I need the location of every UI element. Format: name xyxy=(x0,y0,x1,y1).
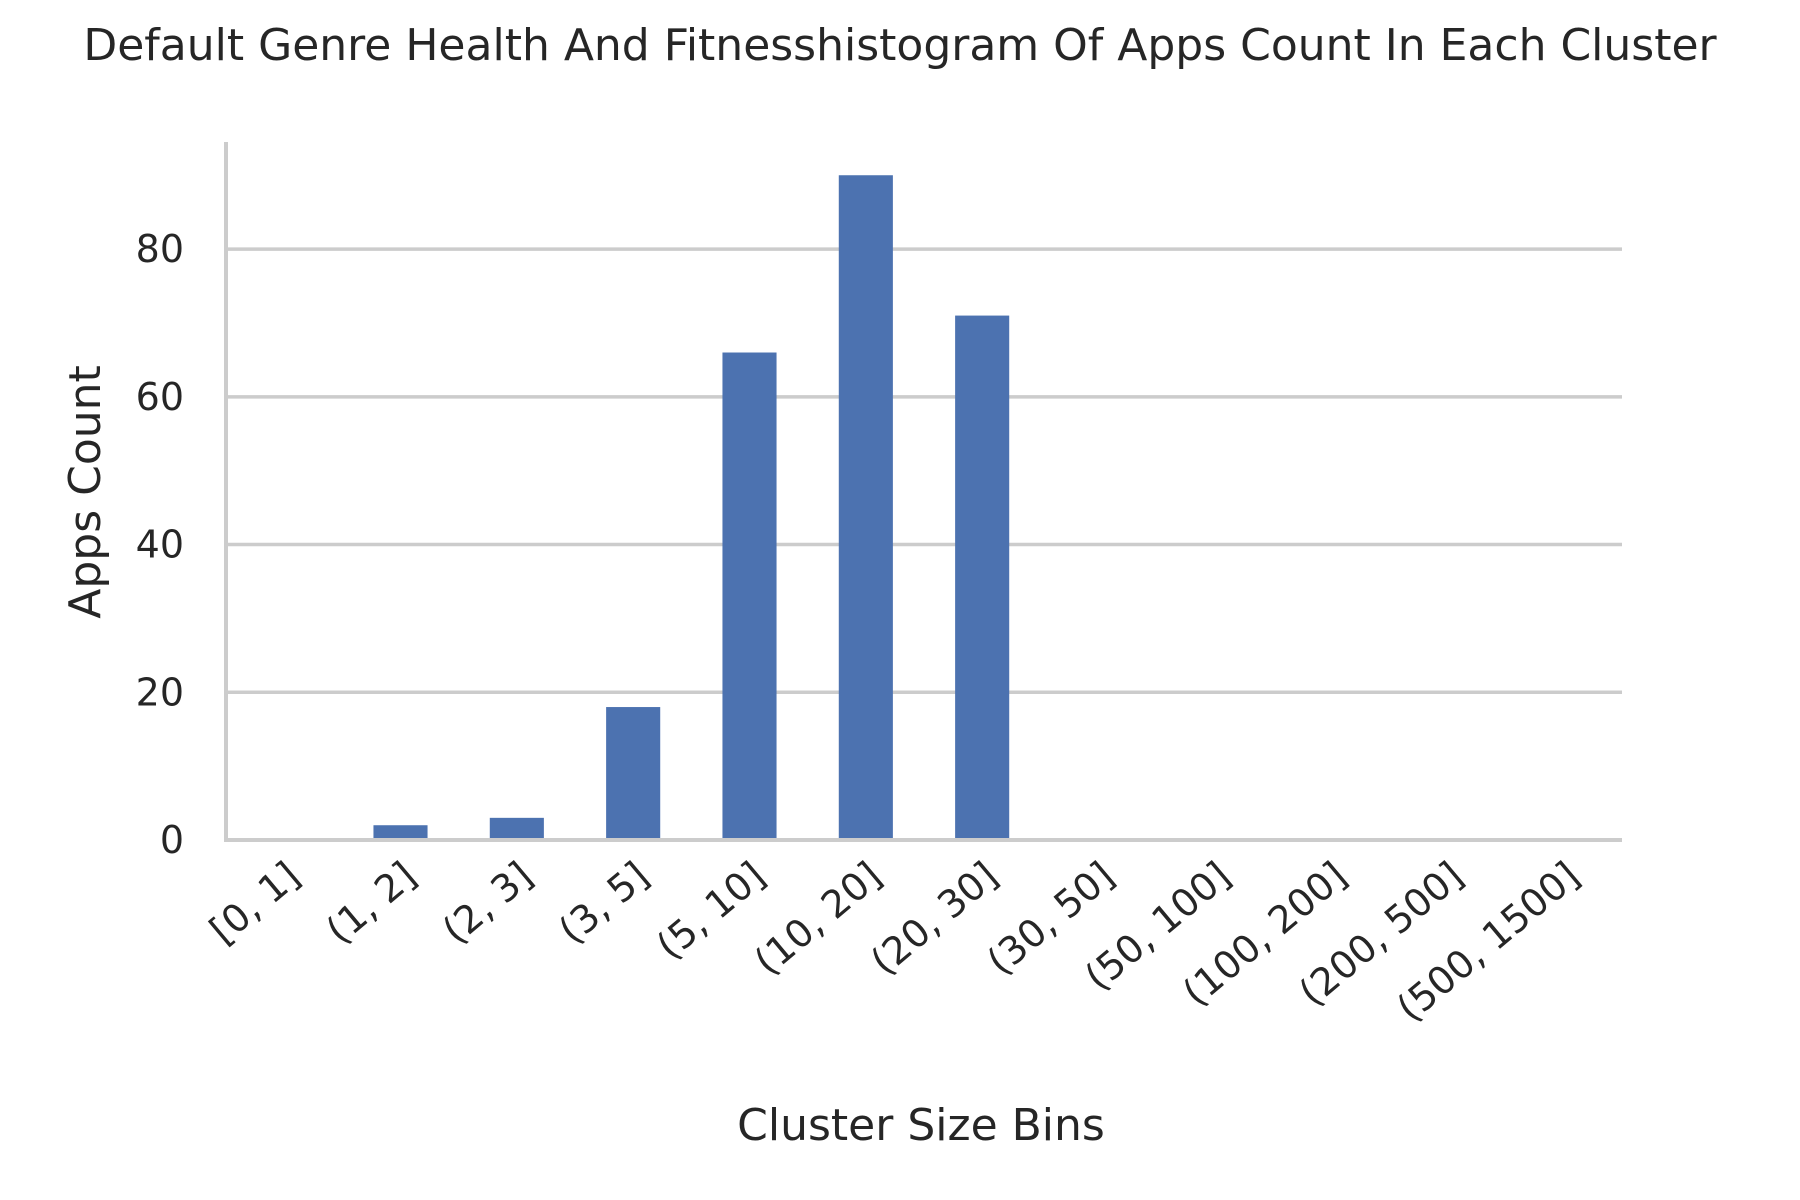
x-tick-label: (2, 3] xyxy=(434,853,541,952)
x-tick-label: [0, 1] xyxy=(201,853,308,952)
y-tick-label: 40 xyxy=(136,523,184,567)
y-tick-label: 60 xyxy=(136,375,184,419)
bar-layer xyxy=(373,175,1010,840)
bar xyxy=(606,707,661,840)
y-tick-labels: 0 20 40 60 80 xyxy=(136,227,184,862)
y-axis-label: Apps Count xyxy=(60,365,111,619)
x-tick-label: (3, 5] xyxy=(550,853,657,952)
x-axis-label: Cluster Size Bins xyxy=(737,1100,1105,1151)
bar xyxy=(838,175,893,840)
chart-title: Default Genre Health And Fitnesshistogra… xyxy=(83,20,1717,71)
grid-layer xyxy=(226,247,1622,695)
bar xyxy=(955,315,1010,840)
x-tick-label: (10, 20] xyxy=(746,853,890,983)
x-tick-labels: [0, 1] (1, 2] (2, 3] (3, 5](5, 10](10, 20](… xyxy=(201,853,1587,1030)
bar xyxy=(722,352,777,840)
bar xyxy=(373,825,428,840)
x-tick-label: (20, 30] xyxy=(862,853,1006,983)
x-tick-label: (1, 2] xyxy=(318,853,425,952)
y-tick-label: 0 xyxy=(160,818,184,862)
y-tick-label: 20 xyxy=(136,670,184,714)
y-tick-label: 80 xyxy=(136,227,184,271)
bar xyxy=(489,817,544,840)
